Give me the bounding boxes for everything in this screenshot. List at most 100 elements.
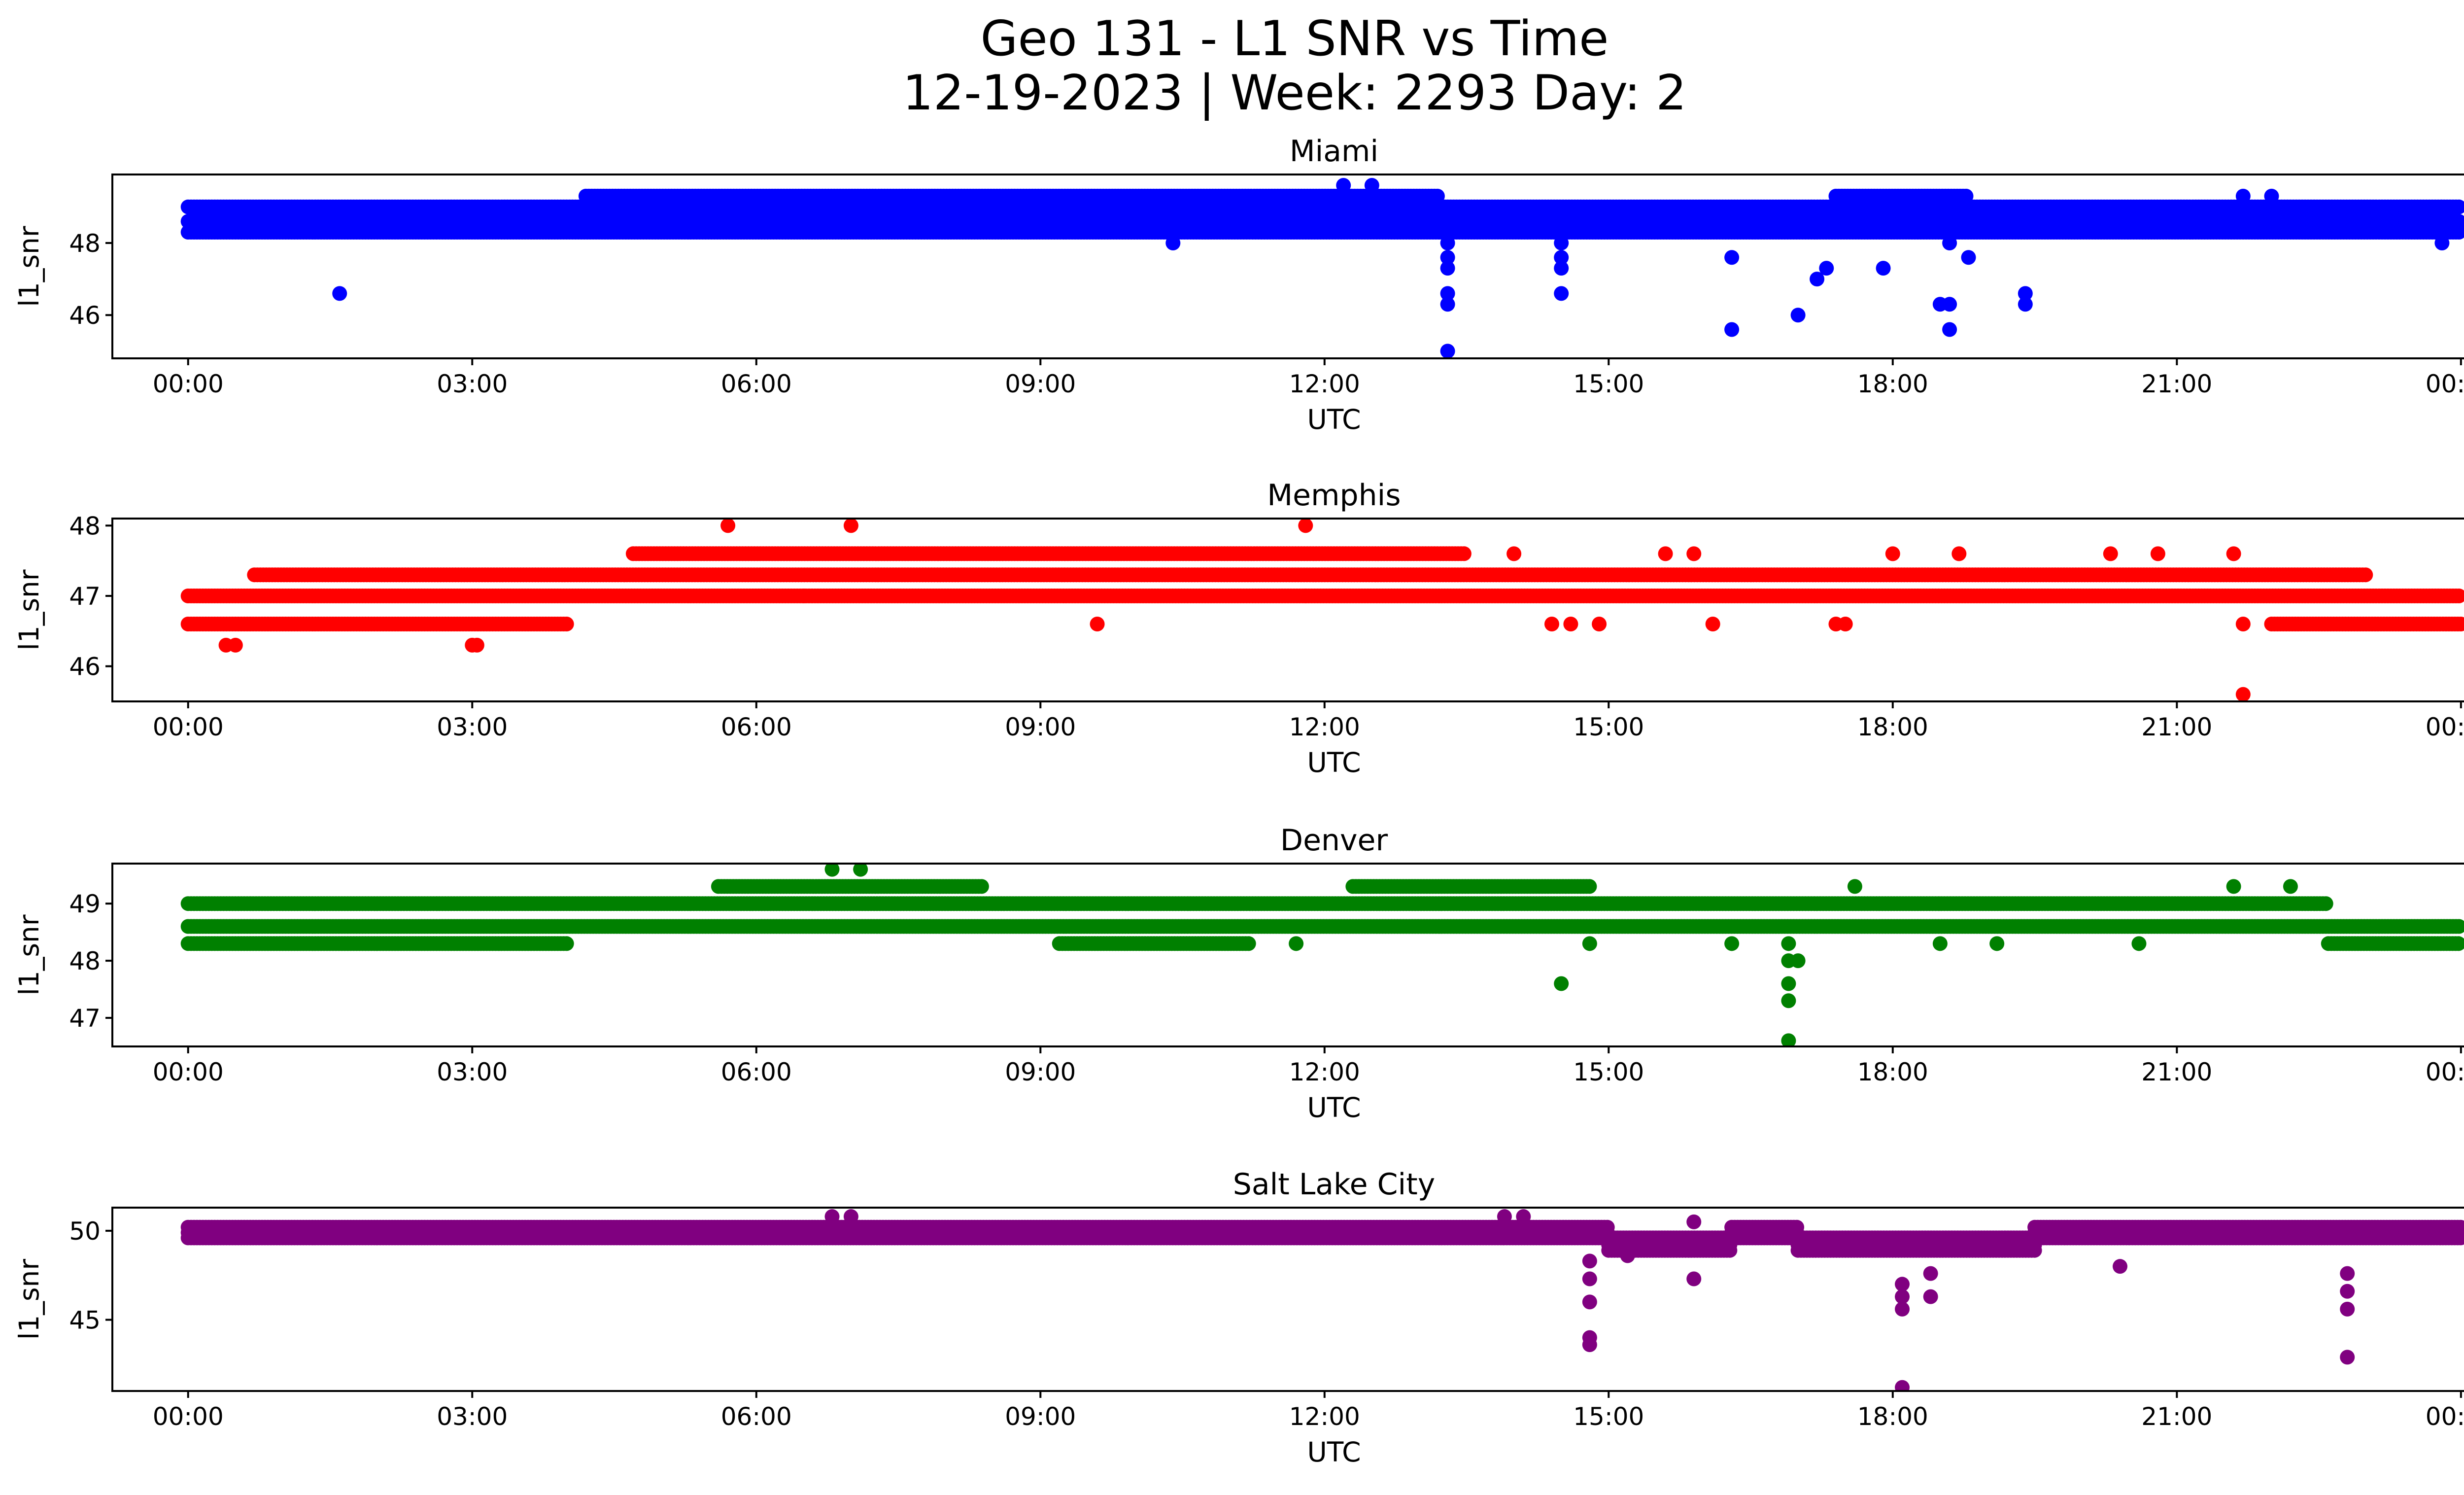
plot-frame [111,174,2464,359]
data-point-16 [1705,617,1720,632]
plot-area [180,177,2464,358]
data-point-10 [1506,546,1522,561]
x-tick-label: 12:00 [1289,370,1360,398]
data-point-16 [1790,308,1806,323]
x-tick-label: 03:00 [437,713,508,741]
data-point-4 [1440,344,1455,358]
x-tick-label: 03:00 [437,370,508,398]
data-point-12 [1563,617,1578,632]
data-point-6 [796,588,811,603]
panel-title: Miami [1290,134,1378,169]
data-point-9 [1440,235,1455,250]
data-point-1 [228,637,243,653]
data-point-11 [1544,617,1559,632]
panels: Miami 00:00 03:00 06:00 09:00 12:00 15:00 18:00… [13,134,2464,1468]
data-band-2-0 [247,567,2373,583]
data-point-20 [1951,546,1967,561]
y-tick-label: 46 [69,653,101,681]
data-point-29 [2434,235,2450,250]
x-tick-label: 15:00 [1573,370,1644,398]
figure-title-line1: Geo 131 - L1 SNR vs Time [981,11,1609,67]
data-point-18 [1819,261,1834,276]
x-tick-label: 18:00 [1857,713,1928,741]
data-point-7 [1440,261,1455,276]
data-point [2451,214,2464,229]
data-point [2451,589,2464,603]
x-axis-label: UTC [1307,747,1361,778]
y-tick-label: 48 [69,512,101,540]
data-band-1-0 [180,617,574,631]
x-tick-label: 00:00 [153,370,224,398]
data-point-5 [843,519,858,533]
data-point-21 [1942,297,1957,312]
x-tick-label: 21:00 [2141,370,2212,398]
data-point-0 [332,286,347,301]
data-point-24 [2235,617,2251,632]
data-point-5 [1440,297,1455,312]
data-point-25 [2235,687,2251,701]
data-point-9 [1298,588,1313,603]
x-tick-label: 18:00 [1857,370,1928,398]
data-band-4-0 [2264,617,2464,631]
x-tick-label: 00:00 [2426,713,2464,741]
data-point [2451,199,2464,214]
data-point-17 [1810,272,1825,287]
x-tick-label: 09:00 [1005,713,1076,741]
data-band-1-0 [578,188,1445,204]
data-point-28 [2264,188,2279,204]
data-point-13 [1554,235,1569,250]
data-point-6 [1440,286,1455,301]
data-point-19 [1885,546,1900,561]
data-point-21 [2103,546,2118,561]
plot-area [180,864,2464,1046]
x-axis-label: UTC [1307,404,1361,435]
plot-frame [111,518,2464,702]
panel-title: Denver [1280,823,1388,858]
data-point-15 [1724,250,1740,265]
data-point-3 [1364,177,1379,193]
data-point-14 [1724,322,1740,337]
data-point-2 [1336,177,1351,193]
x-tick-label: 00:00 [153,713,224,741]
data-point-7 [1090,617,1105,632]
data-point [2358,567,2373,583]
data-point-26 [2018,286,2033,301]
data-point-24 [1961,250,1976,265]
data-point-27 [2235,188,2251,204]
data-point-22 [2150,546,2165,561]
data-point-12 [1554,250,1569,265]
data-point-3 [469,637,484,653]
data-point-8 [1440,250,1455,265]
data-point-23 [2226,546,2241,561]
data-point-22 [1942,322,1957,337]
data-point [1958,188,1974,204]
data-point-11 [1554,261,1569,276]
y-axis-label: l1_snr [13,226,45,307]
data-point-25 [2018,297,2033,312]
data-point-4 [720,519,736,533]
x-tick-label: 21:00 [2141,713,2212,741]
data-point [1430,188,1445,204]
x-tick-label: 00:00 [2426,370,2464,398]
data-band-0-0 [180,589,2464,603]
data-point-23 [1942,235,1957,250]
data-point-14 [1658,546,1673,561]
x-tick-label: 12:00 [1289,713,1360,741]
y-tick-label: 46 [69,301,101,330]
y-axis-label: l1_snr [13,569,45,650]
x-tick-label: 06:00 [721,713,792,741]
plot-area [180,519,2464,701]
x-tick-label: 06:00 [721,370,792,398]
panel-title: Memphis [1267,478,1401,513]
x-tick-label: 09:00 [1005,370,1076,398]
data-point-15 [1686,546,1702,561]
data-band-0-0 [180,919,2464,934]
data-point-30 [2434,199,2450,214]
data-point [2453,617,2464,631]
data-point-8 [1298,519,1313,533]
data-band-0-1 [180,214,2464,229]
